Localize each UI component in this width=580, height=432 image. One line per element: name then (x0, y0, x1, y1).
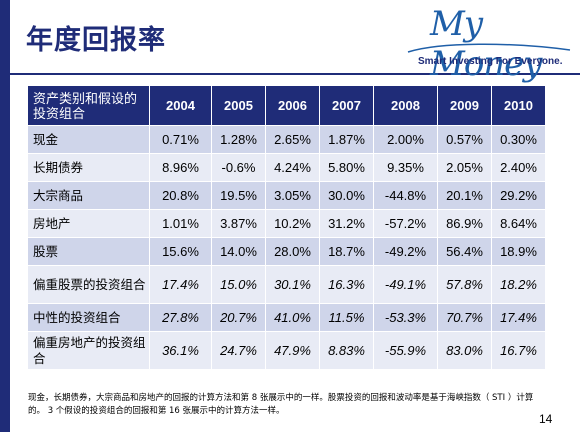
return-cell: 0.57% (438, 126, 492, 154)
row-category: 现金 (28, 126, 150, 154)
row-category: 中性的投资组合 (28, 304, 150, 332)
return-cell: 29.2% (492, 182, 546, 210)
return-cell: 14.0% (212, 238, 266, 266)
return-cell: 16.7% (492, 332, 546, 370)
return-cell: 1.87% (320, 126, 374, 154)
return-cell: 56.4% (438, 238, 492, 266)
return-cell: 2.40% (492, 154, 546, 182)
slide-title: 年度回报率 (26, 25, 166, 56)
column-header-year: 2006 (266, 86, 320, 126)
return-cell: -44.8% (374, 182, 438, 210)
return-cell: 5.80% (320, 154, 374, 182)
return-cell: 30.0% (320, 182, 374, 210)
return-cell: 4.24% (266, 154, 320, 182)
row-category: 股票 (28, 238, 150, 266)
table-row: 大宗商品 20.8% 19.5% 3.05% 30.0% -44.8% 20.1… (28, 182, 546, 210)
return-cell: 36.1% (150, 332, 212, 370)
table-row: 房地产 1.01% 3.87% 10.2% 31.2% -57.2% 86.9%… (28, 210, 546, 238)
return-cell: 70.7% (438, 304, 492, 332)
return-cell: 10.2% (266, 210, 320, 238)
return-cell: 8.96% (150, 154, 212, 182)
column-header-year: 2004 (150, 86, 212, 126)
return-cell: 8.64% (492, 210, 546, 238)
return-cell: 20.8% (150, 182, 212, 210)
logo-wordmark: My Money (430, 4, 543, 84)
column-header-year: 2010 (492, 86, 546, 126)
return-cell: -53.3% (374, 304, 438, 332)
table-row: 现金 0.71% 1.28% 2.65% 1.87% 2.00% 0.57% 0… (28, 126, 546, 154)
return-cell: -0.6% (212, 154, 266, 182)
return-cell: 18.2% (492, 266, 546, 304)
table-row: 中性的投资组合 27.8% 20.7% 41.0% 11.5% -53.3% 7… (28, 304, 546, 332)
return-cell: -49.1% (374, 266, 438, 304)
table-row: 偏重股票的投资组合 17.4% 15.0% 30.1% 16.3% -49.1%… (28, 266, 546, 304)
return-cell: 18.7% (320, 238, 374, 266)
column-header-year: 2005 (212, 86, 266, 126)
return-cell: 20.7% (212, 304, 266, 332)
logo-tagline: Smart Investing For Everyone. (418, 56, 563, 67)
return-cell: 2.00% (374, 126, 438, 154)
return-cell: -55.9% (374, 332, 438, 370)
return-cell: 8.83% (320, 332, 374, 370)
return-cell: 18.9% (492, 238, 546, 266)
return-cell: 24.7% (212, 332, 266, 370)
row-category: 大宗商品 (28, 182, 150, 210)
return-cell: 17.4% (150, 266, 212, 304)
column-header-year: 2007 (320, 86, 374, 126)
return-cell: 15.0% (212, 266, 266, 304)
column-header-category: 资产类别和假设的投资组合 (28, 86, 150, 126)
page-number: 14 (539, 412, 553, 426)
return-cell: -49.2% (374, 238, 438, 266)
column-header-year: 2009 (438, 86, 492, 126)
table-row: 股票 15.6% 14.0% 28.0% 18.7% -49.2% 56.4% … (28, 238, 546, 266)
my-money-logo: My Money Smart Investing For Everyone. (400, 4, 576, 84)
return-cell: 15.6% (150, 238, 212, 266)
row-category: 偏重股票的投资组合 (28, 266, 150, 304)
column-header-year: 2008 (374, 86, 438, 126)
table-row: 偏重房地产的投资组合 36.1% 24.7% 47.9% 8.83% -55.9… (28, 332, 546, 370)
logo-swoosh-icon (407, 43, 571, 53)
return-cell: 0.30% (492, 126, 546, 154)
return-cell: 28.0% (266, 238, 320, 266)
return-cell: 1.28% (212, 126, 266, 154)
return-cell: 3.87% (212, 210, 266, 238)
return-cell: 9.35% (374, 154, 438, 182)
return-cell: 41.0% (266, 304, 320, 332)
return-cell: 86.9% (438, 210, 492, 238)
title-divider (10, 73, 580, 75)
return-cell: 0.71% (150, 126, 212, 154)
return-cell: 47.9% (266, 332, 320, 370)
return-cell: 57.8% (438, 266, 492, 304)
return-cell: 27.8% (150, 304, 212, 332)
return-cell: 3.05% (266, 182, 320, 210)
return-cell: 11.5% (320, 304, 374, 332)
row-category: 长期债券 (28, 154, 150, 182)
return-cell: 19.5% (212, 182, 266, 210)
annual-returns-table: 资产类别和假设的投资组合 2004 2005 2006 2007 2008 20… (28, 86, 546, 370)
return-cell: -57.2% (374, 210, 438, 238)
return-cell: 17.4% (492, 304, 546, 332)
return-cell: 83.0% (438, 332, 492, 370)
return-cell: 2.65% (266, 126, 320, 154)
return-cell: 2.05% (438, 154, 492, 182)
row-category: 房地产 (28, 210, 150, 238)
return-cell: 20.1% (438, 182, 492, 210)
return-cell: 31.2% (320, 210, 374, 238)
footnote: 现金，长期债券，大宗商品和房地产的回报的计算方法和第 8 张展示中的一样。股票投… (28, 393, 534, 416)
return-cell: 16.3% (320, 266, 374, 304)
return-cell: 30.1% (266, 266, 320, 304)
return-cell: 1.01% (150, 210, 212, 238)
row-category: 偏重房地产的投资组合 (28, 332, 150, 370)
table-header-row: 资产类别和假设的投资组合 2004 2005 2006 2007 2008 20… (28, 86, 546, 126)
table-row: 长期债券 8.96% -0.6% 4.24% 5.80% 9.35% 2.05%… (28, 154, 546, 182)
slide-accent-bar (0, 0, 10, 432)
